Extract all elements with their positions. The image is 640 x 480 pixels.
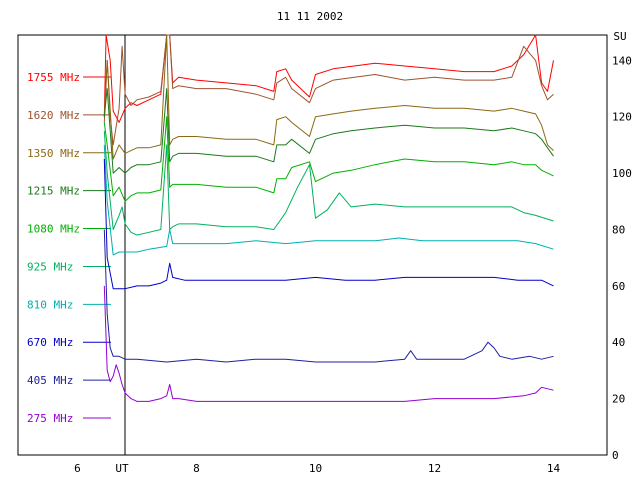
- legend-label: 670 MHz: [27, 336, 73, 349]
- legend-label: 405 MHz: [27, 374, 73, 387]
- y-tick-label: 0: [612, 449, 619, 462]
- legend: 1755 MHz 1620 MHz 1350 MHz 1215 MHz 1080 MHz…: [27, 71, 111, 425]
- legend-label: 810 MHz: [27, 298, 73, 311]
- series-line: [103, 229, 554, 363]
- legend-label: 1215 MHz: [27, 185, 80, 198]
- x-tick-label: 14: [547, 462, 561, 475]
- y-tick-label: 140: [612, 54, 632, 67]
- x-tick-labels: 6 8 10 12 14: [74, 462, 560, 475]
- legend-label: 1080 MHz: [27, 223, 80, 236]
- legend-label: 1620 MHz: [27, 109, 80, 122]
- legend-label: 925 MHz: [27, 260, 73, 273]
- series-line: [103, 285, 554, 402]
- x-axis-label: UT: [115, 462, 129, 475]
- series-lines: [103, 34, 554, 402]
- y-tick-label: 80: [612, 223, 625, 236]
- series-line: [103, 130, 554, 236]
- x-tick-label: 6: [74, 462, 81, 475]
- y-tick-label: 100: [612, 167, 632, 180]
- y-axis-label: SU: [613, 30, 626, 43]
- series-line: [103, 34, 554, 146]
- x-tick-label: 12: [428, 462, 441, 475]
- series-line: [103, 158, 554, 290]
- series-line: [103, 34, 554, 123]
- plot-frame: [17, 34, 608, 456]
- y-tick-label: 120: [612, 111, 632, 124]
- legend-label: 1350 MHz: [27, 147, 80, 160]
- series-line: [103, 144, 554, 256]
- chart-title: 11 11 2002: [277, 10, 343, 23]
- y-tick-label: 40: [612, 336, 625, 349]
- series-line: [103, 116, 554, 202]
- series-line: [103, 88, 554, 174]
- y-tick-label: 20: [612, 393, 625, 406]
- legend-label: 275 MHz: [27, 412, 73, 425]
- x-tick-label: 10: [309, 462, 322, 475]
- legend-label: 1755 MHz: [27, 71, 80, 84]
- series-line: [103, 34, 554, 160]
- x-tick-label: 8: [193, 462, 200, 475]
- y-tick-label: 60: [612, 280, 625, 293]
- y-tick-labels: 0 20 40 60 80 100 120 140: [612, 54, 632, 462]
